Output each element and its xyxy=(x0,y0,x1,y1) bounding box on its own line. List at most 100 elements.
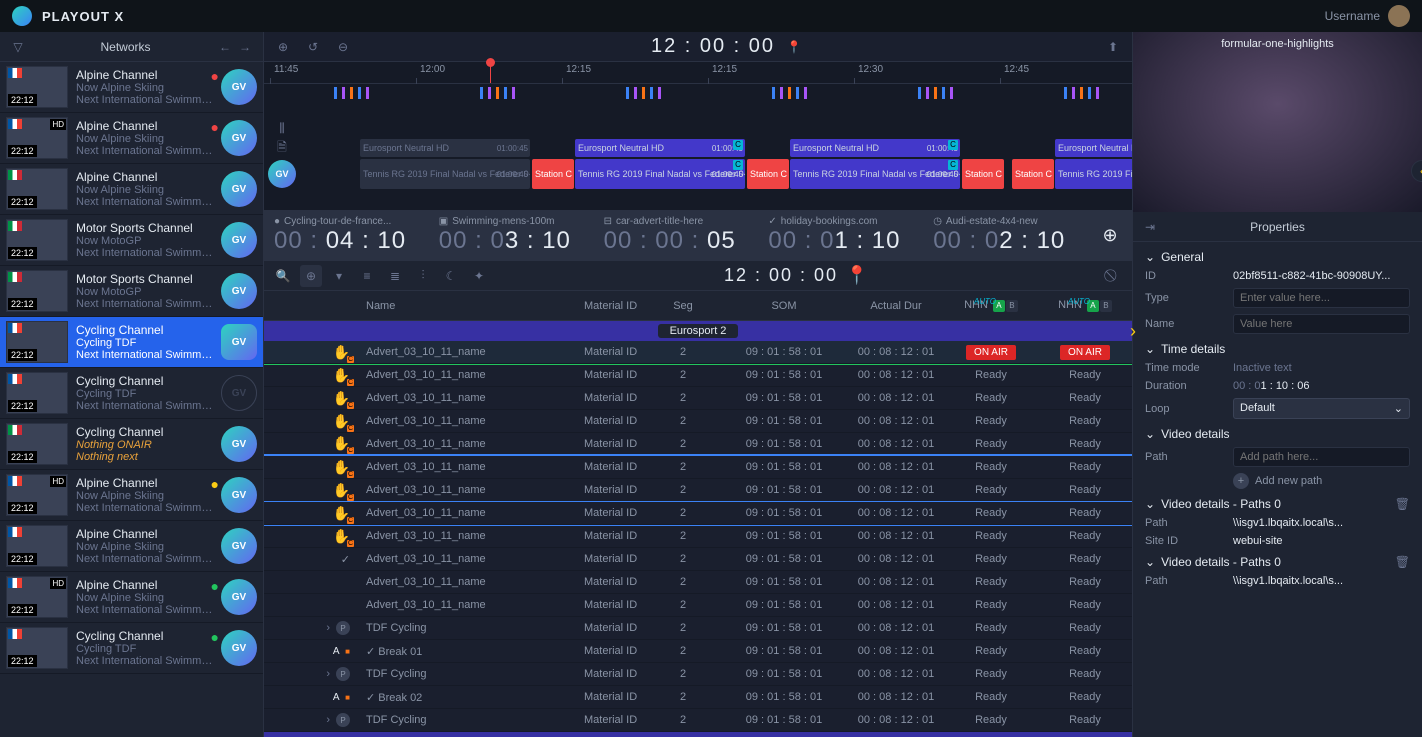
zoom-out-icon[interactable]: ⊖ xyxy=(332,36,354,58)
section-video[interactable]: ⌄Video details xyxy=(1145,427,1410,441)
chevron-right-icon[interactable]: › xyxy=(326,714,330,726)
timeline-track-2[interactable]: Tennis RG 2019 Final Nadal vs Federer 0-… xyxy=(300,158,1132,190)
add-icon[interactable]: ⊕ xyxy=(300,265,322,287)
timeline-block[interactable]: Tennis RG 2019 Final Nadal vs Federer 0-… xyxy=(575,159,745,189)
list-icon[interactable]: ≡ xyxy=(356,265,378,287)
counter-item[interactable]: ● Cycling-tour-de-france... 00 : 04 : 10 xyxy=(274,216,435,255)
playlist-row[interactable]: ✋C Advert_03_10_11_name Material ID 2 09… xyxy=(264,502,1132,525)
add-counter-button[interactable]: ⊕ xyxy=(1098,225,1122,246)
col-dur[interactable]: Actual Dur xyxy=(848,300,944,312)
counter-item[interactable]: ◷ Audi-estate-4x4-new 00 : 02 : 10 xyxy=(933,216,1094,255)
wand-icon[interactable]: ✦ xyxy=(468,265,490,287)
moon-icon[interactable]: ☾ xyxy=(440,265,462,287)
col-name[interactable]: Name xyxy=(358,300,576,312)
col-som[interactable]: SOM xyxy=(720,300,848,312)
name-input[interactable] xyxy=(1233,314,1410,334)
playlist-row[interactable]: Advert_03_10_11_name Material ID 2 09 : … xyxy=(264,594,1132,617)
add-path-button[interactable]: +Add new path xyxy=(1233,473,1322,489)
nav-fwd-icon[interactable]: → xyxy=(235,37,255,57)
preview-thumbnail[interactable]: formular-one-highlights xyxy=(1133,32,1422,212)
channel-item[interactable]: 22:12 Motor Sports Channel Now MotoGP Ne… xyxy=(0,266,263,317)
channel-item[interactable]: 22:12 Alpine Channel Now Alpine Skiing N… xyxy=(0,62,263,113)
delete-icon[interactable]: 🗑 xyxy=(1395,555,1410,569)
channel-item[interactable]: HD 22:12 Alpine Channel Now Alpine Skiin… xyxy=(0,470,263,521)
chevron-right-icon[interactable]: › xyxy=(326,668,330,680)
playlist-row[interactable]: A■ ✓ Break 01 Material ID 2 09 : 01 : 58… xyxy=(264,640,1132,663)
track-doc-icon[interactable]: 🗎 xyxy=(264,138,300,158)
zoom-in-icon[interactable]: ⊕ xyxy=(272,36,294,58)
playlist-row[interactable]: Advert_03_10_11_name Material ID 2 09 : … xyxy=(264,571,1132,594)
counter-item[interactable]: ⊟ car-advert-title-here 00 : 00 : 05 xyxy=(604,216,765,255)
channel-item[interactable]: 22:12 Alpine Channel Now Alpine Skiing N… xyxy=(0,521,263,572)
section-paths-1[interactable]: ⌄Video details - Paths 0🗑 xyxy=(1145,555,1410,569)
channel-item[interactable]: 22:12 Cycling Channel Cycling TDF Next I… xyxy=(0,623,263,674)
timeline-block[interactable]: Station C Break 01 xyxy=(532,159,574,189)
playlist-row[interactable]: ›P TDF Cycling Material ID 2 09 : 01 : 5… xyxy=(264,709,1132,732)
timeline-block[interactable]: Eurosport Neutral HD01:00:45C xyxy=(790,139,960,157)
chevron-right-icon[interactable]: › xyxy=(326,622,330,634)
playlist-row[interactable]: ✋C Advert_03_10_11_name Material ID 2 09… xyxy=(264,364,1132,387)
channel-item[interactable]: 22:12 Alpine Channel Now Alpine Skiing N… xyxy=(0,164,263,215)
section-paths-0[interactable]: ⌄Video details - Paths 0🗑 xyxy=(1145,497,1410,511)
username-label[interactable]: Username xyxy=(1325,9,1380,23)
timeline-block[interactable]: Station C Break 01 xyxy=(747,159,789,189)
playhead[interactable] xyxy=(490,62,491,83)
search-icon[interactable]: 🔍 xyxy=(272,265,294,287)
timeline-block[interactable]: Station C Break 01 xyxy=(962,159,1004,189)
playlist-row[interactable]: ✋C Advert_03_10_11_name Material ID 2 09… xyxy=(264,433,1132,456)
playlist-row[interactable]: ✋C Advert_03_10_11_name Material ID 2 09… xyxy=(264,525,1132,548)
col-material[interactable]: Material ID xyxy=(576,300,646,312)
col-status-1[interactable]: AUTONHNAB xyxy=(944,299,1038,312)
playlist-row[interactable]: ›A■ Cycling highlights 055LIVE 2 09 : 01… xyxy=(264,732,1132,737)
path-input[interactable] xyxy=(1233,447,1410,467)
timeline-ruler[interactable]: 11:4512:0012:1512:1512:3012:45 xyxy=(264,62,1132,84)
timeline-block[interactable]: Tennis RG 2019 Final Nadal vs Federer 0-… xyxy=(790,159,960,189)
type-input[interactable] xyxy=(1233,288,1410,308)
playlist-row[interactable]: ✋C Advert_03_10_11_name Material ID 2 09… xyxy=(264,387,1132,410)
expand-icon[interactable]: ⇥ xyxy=(1139,216,1161,238)
col-seg[interactable]: Seg xyxy=(646,300,720,312)
channel-item[interactable]: 22:12 Cycling Channel Nothing ONAIR Noth… xyxy=(0,419,263,470)
timeline-block[interactable]: Tennis RG 2019 Final Nadal vs Federer 0-… xyxy=(360,159,530,189)
upload-icon[interactable]: ⬆ xyxy=(1102,36,1124,58)
channel-item[interactable]: 22:12 Cycling Channel Cycling TDF Next I… xyxy=(0,317,263,368)
timeline-track-1[interactable]: Eurosport Neutral HD01:00:45 Eurosport Ne… xyxy=(300,138,1132,158)
list2-icon[interactable]: ≣ xyxy=(384,265,406,287)
track-columns-icon[interactable]: ⫼ xyxy=(264,118,300,138)
playlist-row[interactable]: ✋C Advert_03_10_11_name Material ID 2 09… xyxy=(264,410,1132,433)
channel-item[interactable]: HD 22:12 Alpine Channel Now Alpine Skiin… xyxy=(0,572,263,623)
loop-select[interactable]: Default⌄ xyxy=(1233,398,1410,419)
playlist-row[interactable]: ✋C Advert_03_10_11_name Material ID 2 09… xyxy=(264,456,1132,479)
nav-back-icon[interactable]: ← xyxy=(215,37,235,57)
channel-item[interactable]: 22:12 Cycling Channel Cycling TDF Next I… xyxy=(0,368,263,419)
playlist-row[interactable]: A■ ✓ Break 02 Material ID 2 09 : 01 : 58… xyxy=(264,686,1132,709)
playlist-row[interactable]: ›P TDF Cycling Material ID 2 09 : 01 : 5… xyxy=(264,617,1132,640)
timeline-block[interactable]: Eurosport Neutral HD01:00:45 xyxy=(360,139,530,157)
delete-icon[interactable]: 🗑 xyxy=(1395,497,1410,511)
playlist-row[interactable]: ✋C Advert_03_10_11_name Material ID 2 09… xyxy=(264,341,1132,364)
section-time[interactable]: ⌄Time details xyxy=(1145,342,1410,356)
timeline-block[interactable]: Tennis RG 2019 Final Nadal vs Federer 0-… xyxy=(1055,159,1132,189)
dropdown-icon[interactable]: ▾ xyxy=(328,265,350,287)
panel-expand-icon[interactable]: › xyxy=(1122,320,1144,342)
channel-item[interactable]: 22:12 Motor Sports Channel Now MotoGP Ne… xyxy=(0,215,263,266)
timeline-block[interactable]: Station C Break 01 xyxy=(1012,159,1054,189)
counter-item[interactable]: ▣ Swimming-mens-100m 00 : 03 : 10 xyxy=(439,216,600,255)
section-general[interactable]: ⌄General xyxy=(1145,250,1410,264)
track-channel-icon[interactable]: GV xyxy=(268,160,296,188)
strike-icon[interactable]: ⃠ xyxy=(1102,265,1124,287)
playlist-row[interactable]: ›P TDF Cycling Material ID 2 09 : 01 : 5… xyxy=(264,663,1132,686)
filter-icon[interactable]: ▽ xyxy=(8,37,28,57)
list3-icon[interactable]: ⫶ xyxy=(412,265,434,287)
col-status-2[interactable]: AUTONHNAB xyxy=(1038,299,1132,312)
location-pin-icon[interactable]: 📍 xyxy=(846,265,868,287)
playlist-row[interactable]: ✋C Advert_03_10_11_name Material ID 2 09… xyxy=(264,479,1132,502)
counter-item[interactable]: ✓ holiday-bookings.com 00 : 01 : 10 xyxy=(768,216,929,255)
playlist-row[interactable]: ✓ Advert_03_10_11_name Material ID 2 09 … xyxy=(264,548,1132,571)
zoom-reset-icon[interactable]: ↺ xyxy=(302,36,324,58)
user-avatar[interactable] xyxy=(1388,5,1410,27)
channel-item[interactable]: HD 22:12 Alpine Channel Now Alpine Skiin… xyxy=(0,113,263,164)
location-pin-icon[interactable]: 📍 xyxy=(783,36,805,58)
timeline-block[interactable]: Eurosport Neutral HD01:00:45C xyxy=(1055,139,1132,157)
timeline-block[interactable]: Eurosport Neutral HD01:00:45C xyxy=(575,139,745,157)
